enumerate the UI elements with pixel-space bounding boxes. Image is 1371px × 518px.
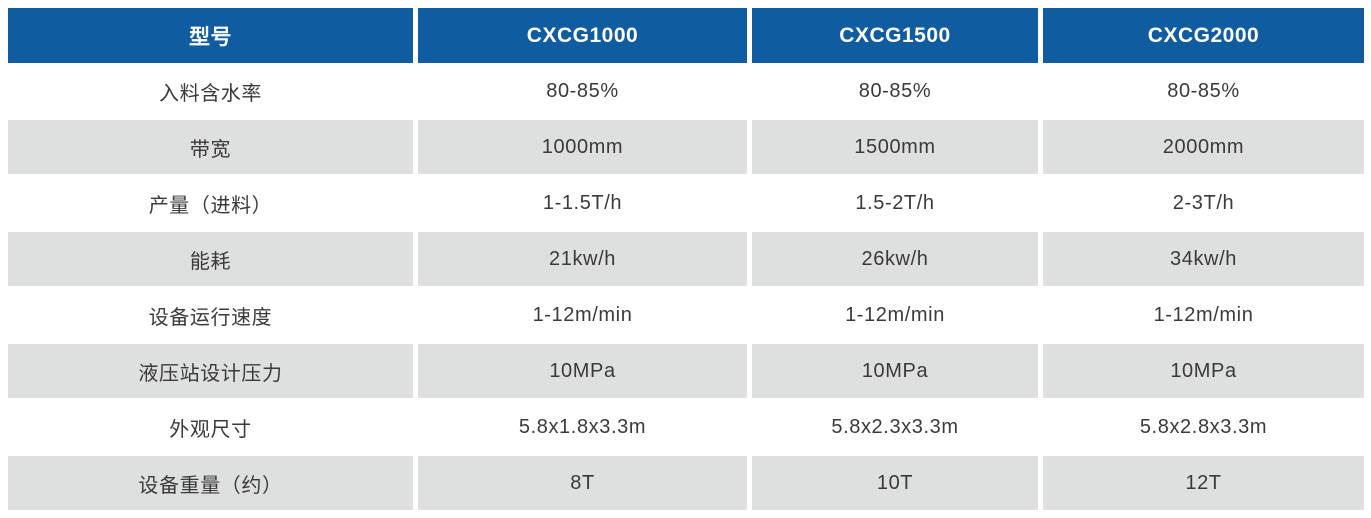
spec-cell: 80-85% (418, 64, 747, 118)
row-label: 入料含水率 (8, 64, 413, 118)
spec-cell: 1-1.5T/h (418, 176, 747, 230)
spec-cell: 10MPa (752, 344, 1038, 398)
spec-cell: 1000mm (418, 120, 747, 174)
spec-table: 型号 CXCG1000 CXCG1500 CXCG2000 入料含水率 80-85% 80-… (8, 8, 1364, 510)
row-label: 设备重量（约） (8, 456, 413, 510)
row-label: 外观尺寸 (8, 400, 413, 454)
column-header: CXCG1500 (752, 8, 1038, 63)
spec-cell: 2000mm (1043, 120, 1364, 174)
column-header-model: 型号 (8, 8, 413, 63)
spec-cell: 1500mm (752, 120, 1038, 174)
spec-cell: 80-85% (752, 64, 1038, 118)
spec-cell: 1-12m/min (752, 288, 1038, 342)
spec-cell: 1-12m/min (1043, 288, 1364, 342)
spec-cell: 26kw/h (752, 232, 1038, 286)
row-label: 液压站设计压力 (8, 344, 413, 398)
spec-cell: 5.8x2.3x3.3m (752, 400, 1038, 454)
spec-cell: 34kw/h (1043, 232, 1364, 286)
spec-cell: 12T (1043, 456, 1364, 510)
spec-cell: 80-85% (1043, 64, 1364, 118)
spec-cell: 2-3T/h (1043, 176, 1364, 230)
spec-cell: 1-12m/min (418, 288, 747, 342)
row-label: 产量（进料） (8, 176, 413, 230)
spec-cell: 10MPa (1043, 344, 1364, 398)
row-label: 设备运行速度 (8, 288, 413, 342)
spec-cell: 10T (752, 456, 1038, 510)
spec-cell: 1.5-2T/h (752, 176, 1038, 230)
spec-cell: 5.8x2.8x3.3m (1043, 400, 1364, 454)
column-header: CXCG2000 (1043, 8, 1364, 63)
column-header: CXCG1000 (418, 8, 747, 63)
spec-cell: 10MPa (418, 344, 747, 398)
row-label: 带宽 (8, 120, 413, 174)
spec-cell: 21kw/h (418, 232, 747, 286)
spec-cell: 5.8x1.8x3.3m (418, 400, 747, 454)
spec-cell: 8T (418, 456, 747, 510)
row-label: 能耗 (8, 232, 413, 286)
